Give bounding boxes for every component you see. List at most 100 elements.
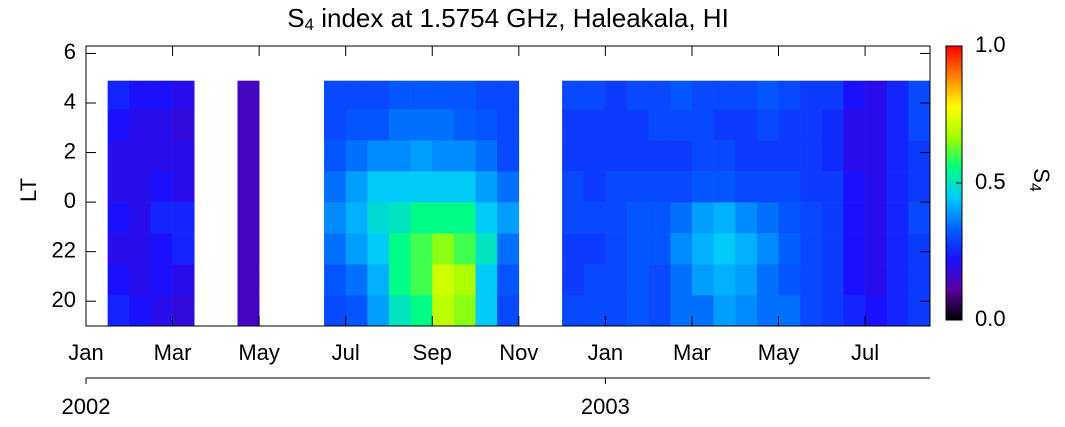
heatmap-cell xyxy=(691,171,714,203)
heatmap-cell xyxy=(432,171,455,203)
colorbar-label-sub: 4 xyxy=(1026,183,1043,192)
heatmap-cell xyxy=(367,233,390,265)
heatmap-cell xyxy=(237,109,260,141)
heatmap-cell xyxy=(886,109,909,141)
heatmap-cell xyxy=(691,202,714,234)
colorbar-tick-label: 0.0 xyxy=(975,306,1006,331)
title-rest: index at 1.5754 GHz, Haleakala, HI xyxy=(314,3,729,33)
heatmap-cell xyxy=(107,202,130,234)
heatmap-cell xyxy=(345,295,368,327)
heatmap-cell xyxy=(670,202,693,234)
heatmap-cell xyxy=(648,202,671,234)
heatmap-cell xyxy=(648,295,671,327)
heatmap-cell xyxy=(172,295,195,327)
heatmap-cell xyxy=(497,109,520,141)
heatmap-cell xyxy=(756,140,779,172)
chart-title: S4 index at 1.5754 GHz, Haleakala, HI xyxy=(287,3,729,35)
heatmap-cell xyxy=(324,109,346,141)
heatmap-cell xyxy=(735,295,758,327)
heatmap-cell xyxy=(453,233,476,265)
heatmap-cell xyxy=(237,233,260,265)
x-tick-label: Jan xyxy=(588,340,623,365)
heatmap-cell xyxy=(388,140,411,172)
heatmap-cell xyxy=(800,171,823,203)
x-tick-label: Sep xyxy=(413,340,452,365)
heatmap-cell xyxy=(605,295,628,327)
heatmap-cell xyxy=(367,202,390,234)
heatmap-cell xyxy=(778,295,801,327)
heatmap-cell xyxy=(562,295,585,327)
heatmap-cell xyxy=(908,109,931,141)
heatmap-cell xyxy=(735,264,758,296)
heatmap-cell xyxy=(691,109,714,141)
heatmap-cell xyxy=(756,295,779,327)
heatmap-cell xyxy=(324,140,346,172)
x-tick-label: Jul xyxy=(332,340,360,365)
heatmap-cell xyxy=(367,171,390,203)
heatmap-cell xyxy=(778,202,801,234)
heatmap-cell xyxy=(821,202,844,234)
heatmap-cell xyxy=(713,109,736,141)
heatmap-cell xyxy=(713,202,736,234)
heatmap-cell xyxy=(129,295,152,327)
heatmap-cell xyxy=(150,233,173,265)
heatmap-cell xyxy=(800,109,823,141)
heatmap-cell xyxy=(648,233,671,265)
heatmap-cell xyxy=(107,233,130,265)
x-tick-label: Jan xyxy=(68,340,103,365)
heatmap-cell xyxy=(843,109,866,141)
heatmap-cell xyxy=(670,295,693,327)
heatmap-cell xyxy=(388,233,411,265)
heatmap-cell xyxy=(562,171,585,203)
heatmap-cell xyxy=(800,233,823,265)
heatmap-cell xyxy=(756,80,779,110)
heatmap-cell xyxy=(497,295,520,327)
heatmap-cell xyxy=(497,264,520,296)
heatmap-cell xyxy=(129,202,152,234)
heatmap-cell xyxy=(713,264,736,296)
x-tick-label: Nov xyxy=(499,340,538,365)
heatmap-cell xyxy=(432,264,455,296)
heatmap-cell xyxy=(583,140,606,172)
heatmap-cell xyxy=(713,295,736,327)
heatmap xyxy=(107,80,931,327)
year-tick-label: 2003 xyxy=(581,394,630,419)
heatmap-cell xyxy=(107,80,130,110)
heatmap-cell xyxy=(908,202,931,234)
heatmap-cell xyxy=(735,233,758,265)
heatmap-cell xyxy=(908,80,931,110)
heatmap-cell xyxy=(778,233,801,265)
heatmap-cell xyxy=(627,202,649,234)
heatmap-cell xyxy=(627,140,649,172)
heatmap-cell xyxy=(908,233,931,265)
heatmap-cell xyxy=(908,295,931,327)
colorbar xyxy=(946,46,962,320)
heatmap-cell xyxy=(345,233,368,265)
heatmap-cell xyxy=(410,233,433,265)
year-tick-label: 2002 xyxy=(62,394,111,419)
heatmap-cell xyxy=(583,233,606,265)
heatmap-cell xyxy=(432,295,455,327)
heatmap-cell xyxy=(107,295,130,327)
heatmap-cell xyxy=(583,202,606,234)
heatmap-cell xyxy=(150,80,173,110)
heatmap-cell xyxy=(453,80,476,110)
heatmap-cell xyxy=(865,295,888,327)
heatmap-cell xyxy=(778,264,801,296)
heatmap-cell xyxy=(865,171,888,203)
heatmap-cell xyxy=(756,233,779,265)
heatmap-cell xyxy=(821,80,844,110)
heatmap-cell xyxy=(670,233,693,265)
heatmap-cell xyxy=(107,171,130,203)
heatmap-cell xyxy=(605,171,628,203)
heatmap-cell xyxy=(410,202,433,234)
heatmap-cell xyxy=(410,109,433,141)
heatmap-cell xyxy=(367,109,390,141)
heatmap-cell xyxy=(453,264,476,296)
colorbar-label-base: S xyxy=(1029,168,1054,183)
heatmap-cell xyxy=(432,140,455,172)
heatmap-cell xyxy=(865,80,888,110)
heatmap-cell xyxy=(648,80,671,110)
heatmap-cell xyxy=(432,80,455,110)
colorbar-tick-label: 1.0 xyxy=(975,32,1006,57)
